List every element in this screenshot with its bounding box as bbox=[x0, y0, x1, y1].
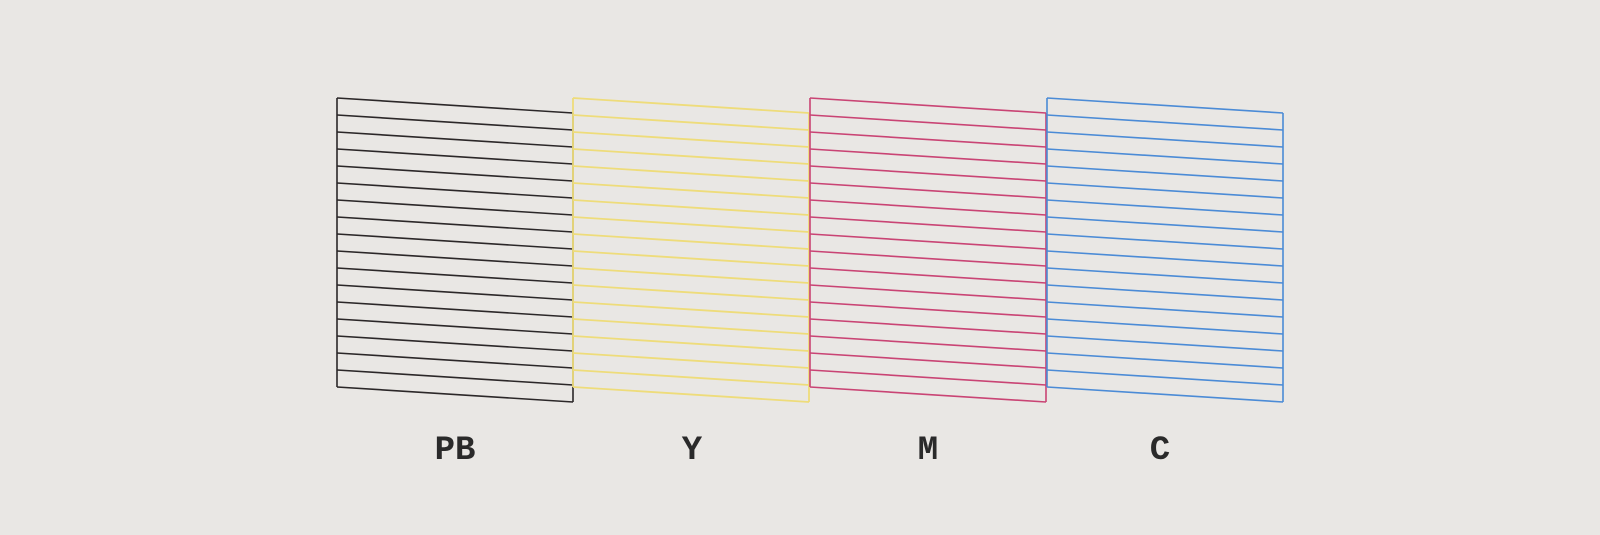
nozzle-line bbox=[809, 199, 1047, 216]
nozzle-line bbox=[809, 216, 1047, 233]
nozzle-line bbox=[572, 386, 810, 403]
nozzle-line bbox=[1046, 199, 1284, 216]
nozzle-line bbox=[809, 182, 1047, 199]
nozzle-line bbox=[809, 301, 1047, 318]
nozzle-line bbox=[809, 165, 1047, 182]
nozzle-block-m bbox=[809, 97, 1047, 403]
nozzle-line bbox=[336, 97, 574, 114]
nozzle-line bbox=[336, 199, 574, 216]
nozzle-line bbox=[336, 131, 574, 148]
nozzle-line bbox=[572, 335, 810, 352]
nozzle-line bbox=[1046, 233, 1284, 250]
block-label-y: Y bbox=[681, 432, 703, 470]
nozzle-line bbox=[1046, 114, 1284, 131]
nozzle-line bbox=[336, 165, 574, 182]
nozzle-line bbox=[572, 182, 810, 199]
nozzle-line bbox=[336, 148, 574, 165]
block-label-m: M bbox=[917, 432, 939, 470]
nozzle-line bbox=[1046, 131, 1284, 148]
nozzle-line bbox=[809, 284, 1047, 301]
nozzle-line bbox=[809, 352, 1047, 369]
nozzle-line bbox=[336, 301, 574, 318]
nozzle-line bbox=[1046, 267, 1284, 284]
nozzle-line bbox=[1046, 318, 1284, 335]
nozzle-line bbox=[336, 352, 574, 369]
nozzle-line bbox=[809, 97, 1047, 114]
nozzle-line bbox=[809, 267, 1047, 284]
nozzle-line bbox=[1046, 97, 1284, 114]
nozzle-line bbox=[572, 199, 810, 216]
nozzle-line bbox=[336, 335, 574, 352]
nozzle-line bbox=[809, 233, 1047, 250]
nozzle-line bbox=[572, 267, 810, 284]
block-label-pb: PB bbox=[434, 432, 476, 470]
nozzle-line bbox=[336, 114, 574, 131]
nozzle-line bbox=[336, 233, 574, 250]
nozzle-line bbox=[572, 114, 810, 131]
nozzle-line bbox=[572, 131, 810, 148]
nozzle-line bbox=[809, 318, 1047, 335]
nozzle-line bbox=[1046, 250, 1284, 267]
nozzle-line bbox=[572, 233, 810, 250]
nozzle-line bbox=[336, 386, 574, 403]
nozzle-line bbox=[809, 148, 1047, 165]
nozzle-line bbox=[1046, 216, 1284, 233]
nozzle-line bbox=[572, 148, 810, 165]
nozzle-line bbox=[1046, 284, 1284, 301]
nozzle-line bbox=[809, 335, 1047, 352]
nozzle-line bbox=[572, 318, 810, 335]
nozzle-block-c bbox=[1046, 97, 1284, 403]
nozzle-line bbox=[809, 369, 1047, 386]
nozzle-line bbox=[572, 369, 810, 386]
nozzle-line bbox=[336, 318, 574, 335]
nozzle-line bbox=[572, 352, 810, 369]
nozzle-line bbox=[336, 216, 574, 233]
nozzle-line bbox=[1046, 182, 1284, 199]
nozzle-line bbox=[1046, 352, 1284, 369]
nozzle-line bbox=[572, 165, 810, 182]
nozzle-line bbox=[572, 301, 810, 318]
nozzle-line bbox=[572, 250, 810, 267]
nozzle-line bbox=[809, 131, 1047, 148]
nozzle-line bbox=[1046, 165, 1284, 182]
nozzle-line bbox=[336, 250, 574, 267]
nozzle-line bbox=[572, 216, 810, 233]
nozzle-line bbox=[1046, 148, 1284, 165]
block-label-c: C bbox=[1149, 432, 1171, 470]
nozzle-line bbox=[336, 369, 574, 386]
nozzle-line bbox=[1046, 301, 1284, 318]
nozzle-line bbox=[336, 182, 574, 199]
nozzle-line bbox=[336, 267, 574, 284]
nozzle-line bbox=[1046, 369, 1284, 386]
nozzle-line bbox=[809, 386, 1047, 403]
nozzle-line bbox=[1046, 335, 1284, 352]
nozzle-block-pb bbox=[336, 97, 574, 403]
nozzle-line bbox=[572, 97, 810, 114]
nozzle-line bbox=[809, 114, 1047, 131]
nozzle-line bbox=[572, 284, 810, 301]
nozzle-block-y bbox=[572, 97, 810, 403]
nozzle-line bbox=[336, 284, 574, 301]
nozzle-line bbox=[809, 250, 1047, 267]
nozzle-line bbox=[1046, 386, 1284, 403]
